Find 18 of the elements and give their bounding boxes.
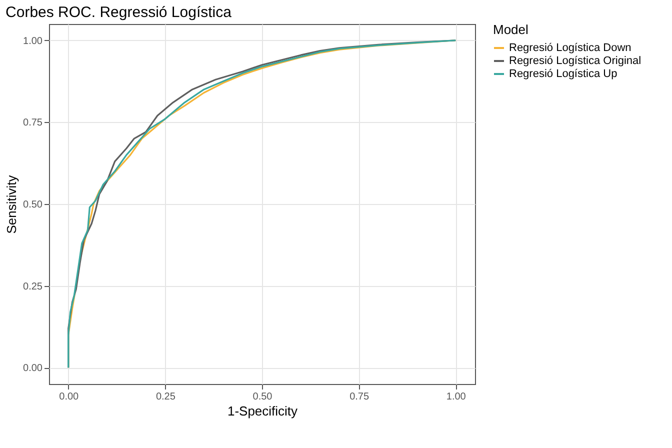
- chart-title: Corbes ROC. Regressió Logística: [6, 4, 232, 21]
- line-series: [68, 40, 456, 368]
- x-tick-label: 0.50: [252, 392, 273, 402]
- legend-label: Regresió Logística Original: [509, 55, 642, 67]
- y-tick-label: 0.75: [23, 118, 43, 129]
- legend-label: Regresió Logística Down: [509, 42, 632, 54]
- x-tick-label: 0.75: [350, 392, 370, 402]
- legend-title: Model: [493, 22, 529, 37]
- x-tick-label: 1.00: [446, 392, 466, 402]
- y-tick-label: 1.00: [23, 36, 43, 47]
- x-tick-label: 0.25: [156, 392, 176, 402]
- legend-label: Regresió Logística Up: [509, 68, 618, 80]
- y-tick-label: 0.25: [23, 281, 43, 292]
- x-tick-label: 0.00: [59, 392, 80, 402]
- y-tick-label: 0.00: [23, 363, 43, 374]
- y-axis-title: Sensitivity: [4, 174, 20, 234]
- x-axis-title: 1-Specificity: [227, 404, 298, 418]
- y-tick-label: 0.50: [23, 200, 43, 210]
